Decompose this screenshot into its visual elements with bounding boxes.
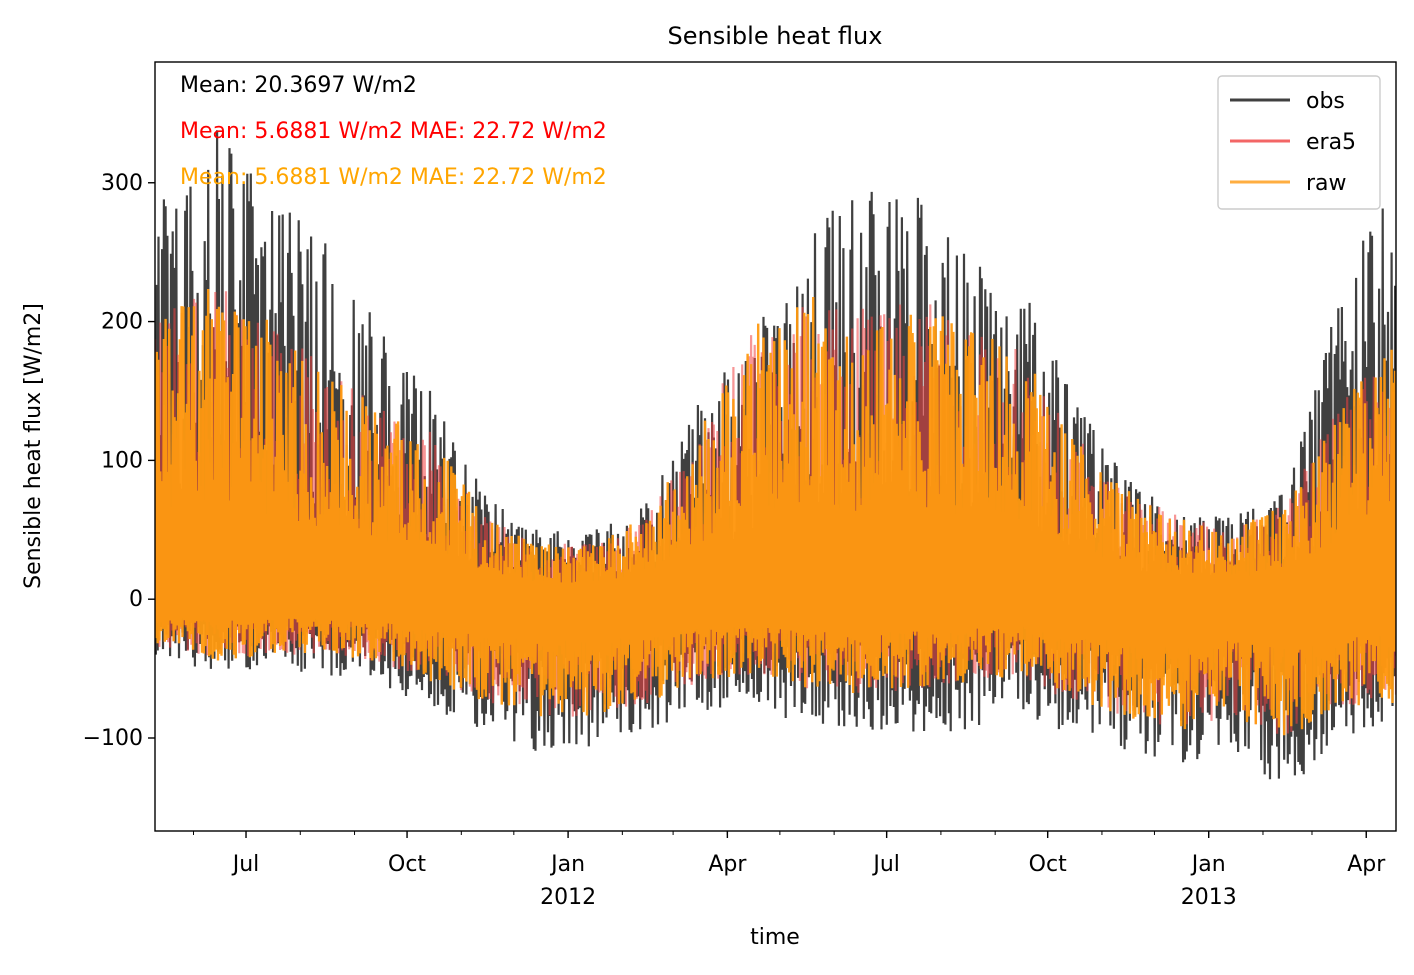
stats-annotation: Mean: 20.3697 W/m2 — [180, 73, 417, 98]
x-tick-label: Jan — [549, 852, 585, 877]
x-tick-label: Apr — [708, 852, 747, 877]
x-tick-label: Oct — [388, 852, 426, 877]
series-raw-line — [155, 288, 1396, 736]
x-tick-label: Oct — [1029, 852, 1067, 877]
legend-label: era5 — [1306, 130, 1356, 155]
stats-annotation: Mean: 5.6881 W/m2 MAE: 22.72 W/m2 — [180, 119, 607, 144]
x-axis-label: time — [750, 925, 800, 950]
stats-annotation: Mean: 5.6881 W/m2 MAE: 22.72 W/m2 — [180, 165, 607, 190]
y-tick-label: 0 — [129, 587, 143, 612]
legend-label: obs — [1306, 89, 1345, 114]
series-layer — [155, 130, 1396, 780]
legend-label: raw — [1306, 171, 1347, 196]
x-tick-label: Apr — [1347, 852, 1386, 877]
axes-layer: −100 0 100 200 300 Jul Oct Jan 2012 Apr Jul Oct Jan 2… — [83, 61, 1397, 910]
x-tick-label: Jul — [871, 852, 900, 877]
legend: obs era5 raw — [1217, 75, 1381, 210]
y-tick-label: 100 — [101, 448, 143, 473]
legend-box — [1217, 75, 1381, 210]
chart-title: Sensible heat flux — [668, 22, 883, 50]
x-tick-year-label: 2013 — [1181, 885, 1237, 910]
y-axis-label: Sensible heat flux [W/m2] — [21, 303, 46, 589]
y-tick-label: 200 — [101, 310, 143, 335]
x-tick-year-label: 2012 — [540, 885, 596, 910]
plot-frame — [154, 61, 1397, 832]
x-tick-label: Jan — [1190, 852, 1226, 877]
y-tick-label: 300 — [101, 171, 143, 196]
x-tick-label: Jul — [231, 852, 260, 877]
y-tick-label: −100 — [83, 726, 143, 751]
annotation-layer: Mean: 20.3697 W/m2 Mean: 5.6881 W/m2 MAE:… — [180, 73, 607, 190]
